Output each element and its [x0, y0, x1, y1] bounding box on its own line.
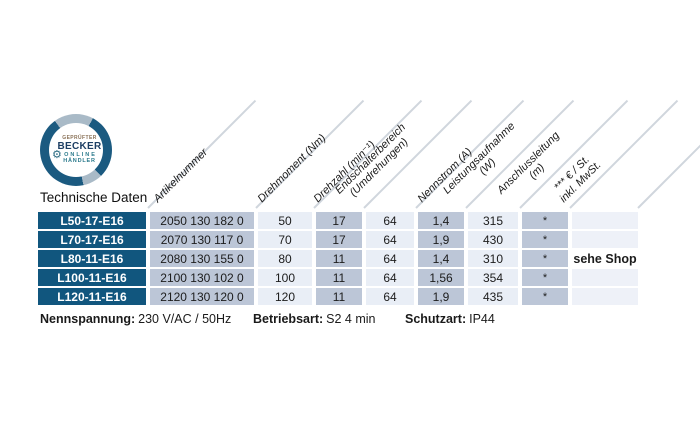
leistungsaufnahme-cell: 310 [468, 250, 518, 267]
preis-cell [572, 231, 638, 248]
page-title: Technische Daten [40, 190, 148, 205]
preis-cell [572, 212, 638, 229]
drehzahl-cell: 11 [316, 288, 362, 305]
badge-line-geprueft: GEPRÜFTER [62, 134, 97, 141]
leistungsaufnahme-cell: 435 [468, 288, 518, 305]
gear-icon: ⚙ [52, 149, 62, 161]
anschlussleitung-cell: * [522, 288, 568, 305]
drehmoment-cell: 80 [258, 250, 312, 267]
drehzahl-cell: 17 [316, 212, 362, 229]
leistungsaufnahme-cell: 315 [468, 212, 518, 229]
model-cell: L50-17-E16 [38, 212, 146, 229]
leistungsaufnahme-cell: 430 [468, 231, 518, 248]
spec-nennspannung: Nennspannung: 230 V/AC / 50Hz [40, 312, 231, 326]
drehmoment-cell: 100 [258, 269, 312, 286]
nennstrom-cell: 1,9 [418, 288, 464, 305]
leistungsaufnahme-cell: 354 [468, 269, 518, 286]
spec-table: L50-17-E16 2050 130 182 0 50 17 64 1,4 3… [38, 212, 638, 305]
drehmoment-cell: 70 [258, 231, 312, 248]
badge-line-online: ONLINE [64, 151, 97, 158]
model-cell: L70-17-E16 [38, 231, 146, 248]
see-shop-note: sehe Shop [572, 250, 638, 267]
becker-online-haendler-badge: ⚙ GEPRÜFTER BECKER ONLINE HÄNDLER [40, 114, 112, 186]
spec-label: Betriebsart: [253, 312, 324, 326]
model-cell: L80-11-E16 [38, 250, 146, 267]
anschlussleitung-cell: * [522, 231, 568, 248]
anschlussleitung-cell: * [522, 212, 568, 229]
anschlussleitung-cell: * [522, 250, 568, 267]
endschalterbereich-cell: 64 [366, 269, 414, 286]
spec-value: S2 4 min [326, 312, 376, 326]
column-header-label: Endschalterbereich [333, 121, 409, 197]
header-divider [637, 99, 700, 209]
endschalterbereich-cell: 64 [366, 250, 414, 267]
preis-cell [572, 269, 638, 286]
drehmoment-cell: 50 [258, 212, 312, 229]
endschalterbereich-cell: 64 [366, 231, 414, 248]
preis-cell [572, 288, 638, 305]
anschlussleitung-cell: * [522, 269, 568, 286]
drehzahl-cell: 11 [316, 269, 362, 286]
drehzahl-cell: 17 [316, 231, 362, 248]
artikelnummer-cell: 2050 130 182 0 [150, 212, 254, 229]
nennstrom-cell: 1,4 [418, 212, 464, 229]
model-cell: L120-11-E16 [38, 288, 146, 305]
spec-betriebsart: Betriebsart: S2 4 min [253, 312, 376, 326]
spec-value: 230 V/AC / 50Hz [138, 312, 232, 326]
nennstrom-cell: 1,4 [418, 250, 464, 267]
endschalterbereich-cell: 64 [366, 212, 414, 229]
spec-value: IP44 [469, 312, 495, 326]
nennstrom-cell: 1,56 [418, 269, 464, 286]
column-header-artikelnummer: Artikelnummer [152, 146, 211, 205]
spec-schutzart: Schutzart: IP44 [405, 312, 495, 326]
endschalterbereich-cell: 64 [366, 288, 414, 305]
spec-label: Schutzart: [405, 312, 467, 326]
artikelnummer-cell: 2100 130 102 0 [150, 269, 254, 286]
badge-line-haendler: HÄNDLER [63, 158, 96, 164]
artikelnummer-cell: 2070 130 117 0 [150, 231, 254, 248]
badge-line-becker: BECKER [57, 140, 102, 152]
model-cell: L100-11-E16 [38, 269, 146, 286]
column-header-label: Artikelnummer [151, 146, 211, 205]
badge-inner: ⚙ GEPRÜFTER BECKER ONLINE HÄNDLER [49, 123, 103, 177]
drehmoment-cell: 120 [258, 288, 312, 305]
artikelnummer-cell: 2080 130 155 0 [150, 250, 254, 267]
drehzahl-cell: 11 [316, 250, 362, 267]
nennstrom-cell: 1,9 [418, 231, 464, 248]
spec-label: Nennspannung: [40, 312, 136, 326]
artikelnummer-cell: 2120 130 120 0 [150, 288, 254, 305]
